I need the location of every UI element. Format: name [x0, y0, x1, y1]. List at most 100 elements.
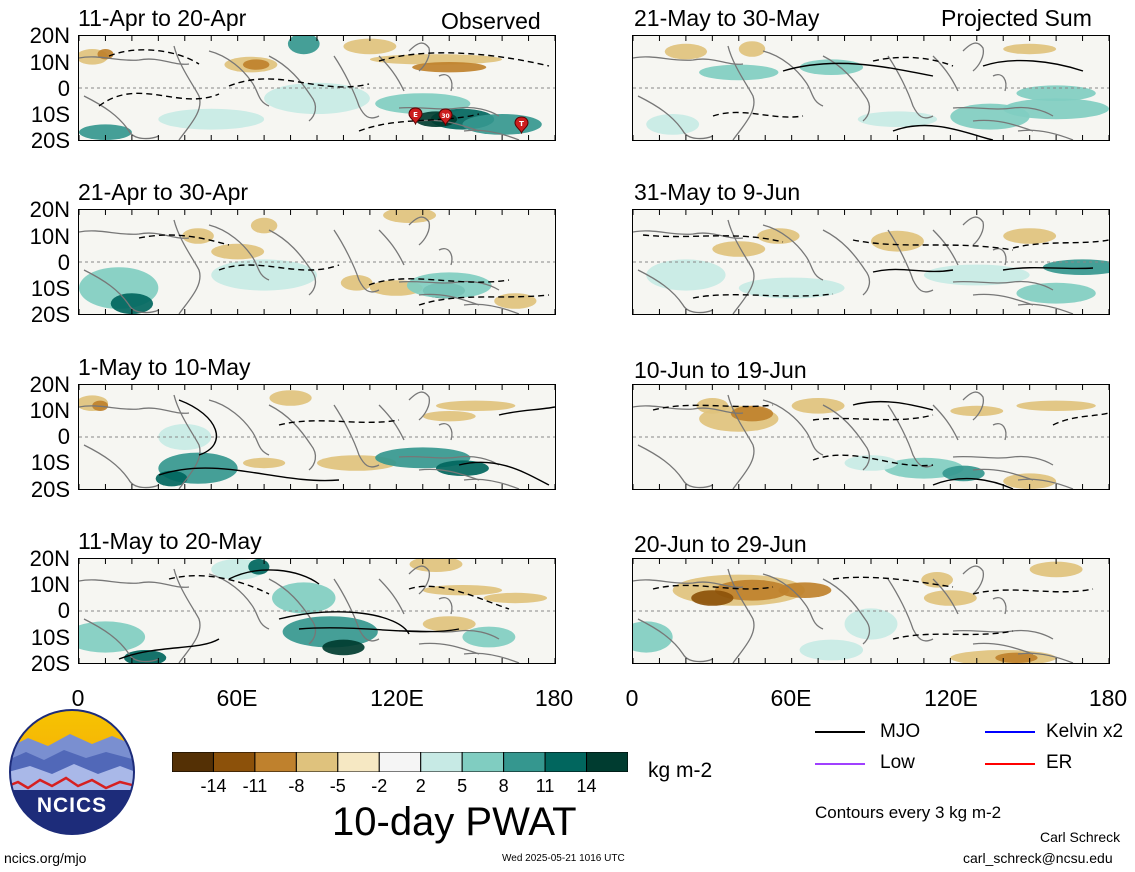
pwat-anomaly-region — [269, 390, 312, 406]
colorbar-tick-label: 2 — [415, 776, 426, 796]
lon-label: 180 — [534, 685, 574, 711]
coastline — [208, 50, 270, 107]
lat-label: 0 — [57, 76, 70, 101]
coastline — [378, 578, 405, 615]
coastline — [962, 565, 985, 595]
mjo-contour — [228, 78, 370, 88]
lat-label: 10N — [29, 224, 70, 249]
legend-label-kelvin: Kelvin x2 — [1046, 721, 1124, 742]
pwat-anomaly-region — [436, 400, 516, 411]
coastline — [727, 219, 755, 314]
lat-label: 20S — [30, 302, 70, 327]
mjo-contour — [812, 414, 934, 421]
coastline — [173, 568, 201, 663]
lat-label: 20N — [29, 23, 70, 48]
coastline — [887, 55, 934, 119]
mjo-contour — [712, 111, 804, 118]
mjo-contour — [298, 627, 460, 633]
mjo-contour — [652, 404, 774, 411]
coastline — [992, 74, 1007, 92]
pwat-anomaly-region — [483, 592, 548, 604]
colorbar-swatch — [461, 751, 505, 773]
wave-marker-label: 30 — [441, 113, 449, 120]
contours-note: Contours every 3 kg m-2 — [815, 803, 1002, 822]
coastline — [79, 405, 190, 414]
mjo-contour — [982, 59, 1084, 72]
coastline — [633, 579, 744, 588]
colorbar-tick-label: -5 — [329, 776, 346, 796]
map-panel-7 — [632, 384, 1110, 490]
mjo-contour — [358, 113, 480, 132]
coastline — [952, 106, 1054, 117]
mjo-contour — [228, 569, 320, 585]
legend-label-er: ER — [1046, 752, 1073, 773]
coastline — [637, 444, 714, 489]
pwat-anomaly-region — [422, 411, 476, 422]
lat-label: 10S — [30, 102, 70, 127]
mjo-contour — [178, 399, 218, 456]
mjo-contour — [418, 294, 550, 306]
mjo-contour — [1002, 267, 1094, 271]
pwat-anomaly-region — [211, 259, 317, 291]
coastline — [398, 455, 500, 466]
pwat-anomaly-region — [272, 582, 336, 614]
colorbar-tick-label: -14 — [200, 776, 227, 796]
coastline — [727, 45, 755, 140]
map-panel-2 — [78, 209, 556, 315]
mjo-contour — [892, 124, 994, 140]
coastline — [83, 618, 160, 663]
coastline — [173, 45, 201, 140]
coastline — [208, 224, 270, 281]
pwat-anomaly-region — [799, 59, 864, 75]
coastline — [79, 230, 190, 239]
lat-label: 20N — [29, 546, 70, 571]
mjo-contour — [108, 49, 200, 65]
panel-title-6: 31-May to 9-Jun — [634, 179, 801, 205]
lat-label: 20S — [30, 477, 70, 502]
lat-label: 20N — [29, 197, 70, 222]
coastline — [333, 55, 380, 119]
wave-marker-label: E — [413, 111, 418, 119]
coastline — [992, 597, 1007, 615]
coastline — [378, 229, 405, 266]
coastline — [408, 391, 431, 421]
lat-label: 20S — [30, 651, 70, 676]
pwat-anomaly-region — [633, 621, 673, 653]
legend-line-mjo — [815, 731, 865, 733]
coastline — [208, 399, 270, 456]
legend-line-kelvin — [985, 731, 1035, 733]
mjo-contour — [498, 406, 555, 416]
mjo-contour — [652, 584, 774, 590]
mjo-contour — [408, 585, 510, 610]
coastline — [887, 578, 934, 642]
lon-label: 180 — [1088, 685, 1128, 711]
mjo-contour — [278, 419, 400, 426]
coastline — [463, 129, 520, 140]
colorbar-tick-label: 14 — [576, 776, 597, 796]
pwat-anomaly-region — [1029, 561, 1083, 578]
coastline — [637, 618, 714, 663]
pwat-anomaly-region — [322, 639, 365, 656]
mjo-contour — [278, 611, 410, 635]
pwat-anomaly-region — [738, 41, 766, 57]
coastline — [463, 652, 520, 663]
pwat-anomaly-region — [287, 36, 320, 55]
coastline — [438, 248, 453, 266]
wave-marker-label: T — [519, 120, 524, 128]
coastline — [727, 394, 755, 489]
coastline — [378, 55, 405, 92]
coastline — [932, 404, 959, 441]
colorbar-swatch — [212, 751, 256, 773]
colorbar-swatch — [544, 751, 588, 773]
pwat-anomaly-region — [921, 572, 953, 588]
map-panel-4 — [78, 558, 556, 664]
mjo-contour — [972, 588, 1094, 595]
mjo-contour — [138, 234, 230, 246]
mjo-contour — [832, 576, 954, 588]
pwat-anomaly-region — [436, 460, 489, 476]
coastline — [1017, 652, 1074, 663]
site-url[interactable]: ncics.org/mjo — [4, 850, 87, 866]
coastline — [83, 269, 160, 314]
pwat-anomaly-region — [462, 626, 516, 648]
mjo-contour — [218, 264, 340, 271]
